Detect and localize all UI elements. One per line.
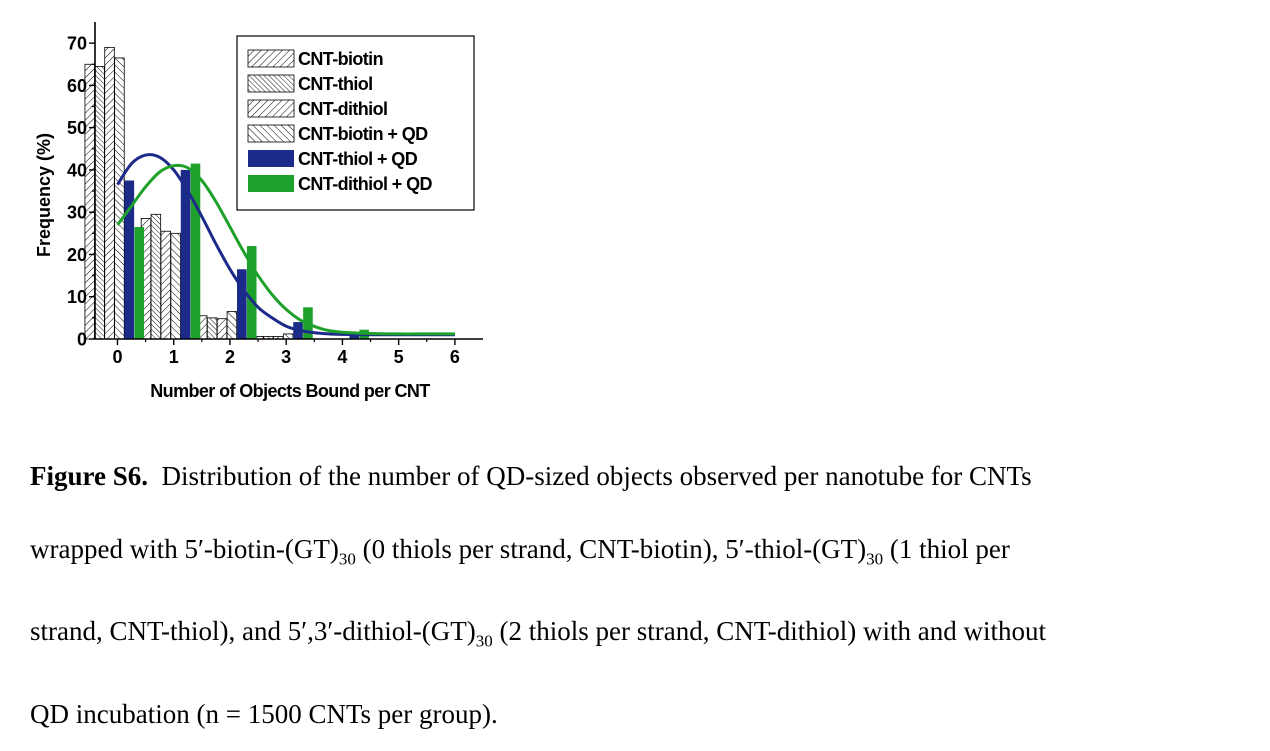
legend-swatch — [247, 99, 295, 118]
caption-text-2a: wrapped with 5′-biotin-(GT) — [30, 534, 339, 564]
legend-label: CNT-dithiol — [298, 99, 387, 119]
bar-cnt-thiol-1 — [150, 213, 162, 340]
x-tick-label: 3 — [281, 347, 291, 367]
legend-label: CNT-dithiol + QD — [298, 174, 432, 194]
legend-swatch — [247, 49, 295, 68]
legend-label: CNT-thiol — [298, 74, 373, 94]
caption-text-3b: (2 thiols per strand, CNT-dithiol) with … — [492, 616, 1046, 647]
bar-cnt-thiol-qd-1 — [180, 169, 191, 339]
legend-label: CNT-biotin + QD — [298, 124, 428, 144]
caption-subscript: 30 — [338, 549, 356, 569]
bars-layer — [84, 46, 369, 340]
legend: CNT-biotin CNT-thiol CNT-dithiol CNT-biotin… — [236, 35, 475, 211]
figure-caption: Figure S6. Distribution of the number of… — [30, 440, 1245, 751]
legend-swatch — [247, 74, 295, 93]
caption-line-3: strand, CNT-thiol), and 5′,3′-dithiol-(G… — [30, 595, 1245, 677]
legend-swatch — [248, 150, 294, 167]
bar-cnt-thiol-qd-2 — [237, 269, 247, 339]
legend-swatch — [247, 124, 295, 143]
y-tick-label: 0 — [77, 330, 87, 350]
y-axis-label: Frequency (%) — [34, 133, 54, 257]
x-tick-label: 0 — [112, 347, 122, 367]
y-tick-label: 40 — [67, 160, 87, 180]
legend-label: CNT-biotin — [298, 49, 383, 69]
caption-line-1: Figure S6. Distribution of the number of… — [30, 440, 1245, 513]
y-tick-label: 10 — [67, 287, 87, 307]
bar-cnt-thiol-2 — [206, 317, 218, 340]
x-tick-label: 2 — [225, 347, 235, 367]
caption-subscript: 30 — [475, 631, 493, 651]
caption-text-2b: (0 thiols per strand, CNT-biotin), 5′-th… — [355, 534, 867, 564]
caption-text-1: Distribution of the number of QD-sized o… — [161, 461, 1032, 491]
caption-line-2: wrapped with 5′-biotin-(GT)30 (0 thiols … — [30, 513, 1245, 595]
bar-cnt-biotin-qd-2 — [226, 311, 238, 340]
bar-cnt-dithiol-1 — [160, 230, 171, 340]
fit-curves-layer — [116, 153, 455, 337]
x-axis-label: Number of Objects Bound per CNT — [150, 381, 430, 401]
y-tick-label: 50 — [67, 118, 87, 138]
y-tick-label: 20 — [67, 245, 87, 265]
bar-cnt-dithiol-0 — [104, 46, 115, 340]
bar-cnt-thiol-qd-0 — [124, 180, 135, 339]
caption-subscript: 30 — [866, 549, 884, 569]
bar-cnt-dithiol-2 — [216, 318, 228, 340]
chart-svg: 0 10 20 30 40 50 60 70 0 1 2 3 4 5 6 CNT-biotin CNT-thi… — [34, 22, 483, 401]
caption-text-4: QD incubation (n = 1500 CNTs per group). — [30, 698, 498, 729]
bar-cnt-biotin-qd-1 — [170, 232, 181, 340]
legend-swatch — [248, 175, 294, 192]
bar-cnt-thiol-0 — [94, 65, 105, 340]
y-tick-label: 30 — [67, 203, 87, 223]
axes-layer: 0 10 20 30 40 50 60 70 0 1 2 3 4 5 6 — [67, 22, 483, 367]
y-tick-label: 70 — [67, 34, 87, 54]
x-tick-label: 6 — [450, 347, 460, 367]
bar-cnt-dithiol-qd-0 — [134, 226, 145, 339]
caption-figure-label: Figure S6. — [30, 461, 149, 491]
caption-text-3a: strand, CNT-thiol), and 5′,3′-dithiol-(G… — [30, 616, 476, 647]
x-tick-label: 1 — [169, 347, 179, 367]
bar-cnt-biotin-qd-0 — [114, 57, 125, 340]
y-tick-label: 60 — [67, 76, 87, 96]
x-tick-label: 5 — [394, 347, 404, 367]
caption-line-4: QD incubation (n = 1500 CNTs per group). — [30, 678, 1245, 751]
bar-cnt-dithiol-qd-2 — [246, 246, 257, 339]
fit-curve-cnt-dithiol-qd — [116, 163, 455, 336]
legend-label: CNT-thiol + QD — [298, 149, 418, 169]
bar-cnt-dithiol-qd-1 — [190, 163, 201, 339]
x-tick-label: 4 — [337, 347, 347, 367]
frequency-chart: 0 10 20 30 40 50 60 70 0 1 2 3 4 5 6 CNT-biotin CNT-thi… — [0, 0, 520, 420]
caption-text-2c: (1 thiol per — [883, 534, 1010, 564]
